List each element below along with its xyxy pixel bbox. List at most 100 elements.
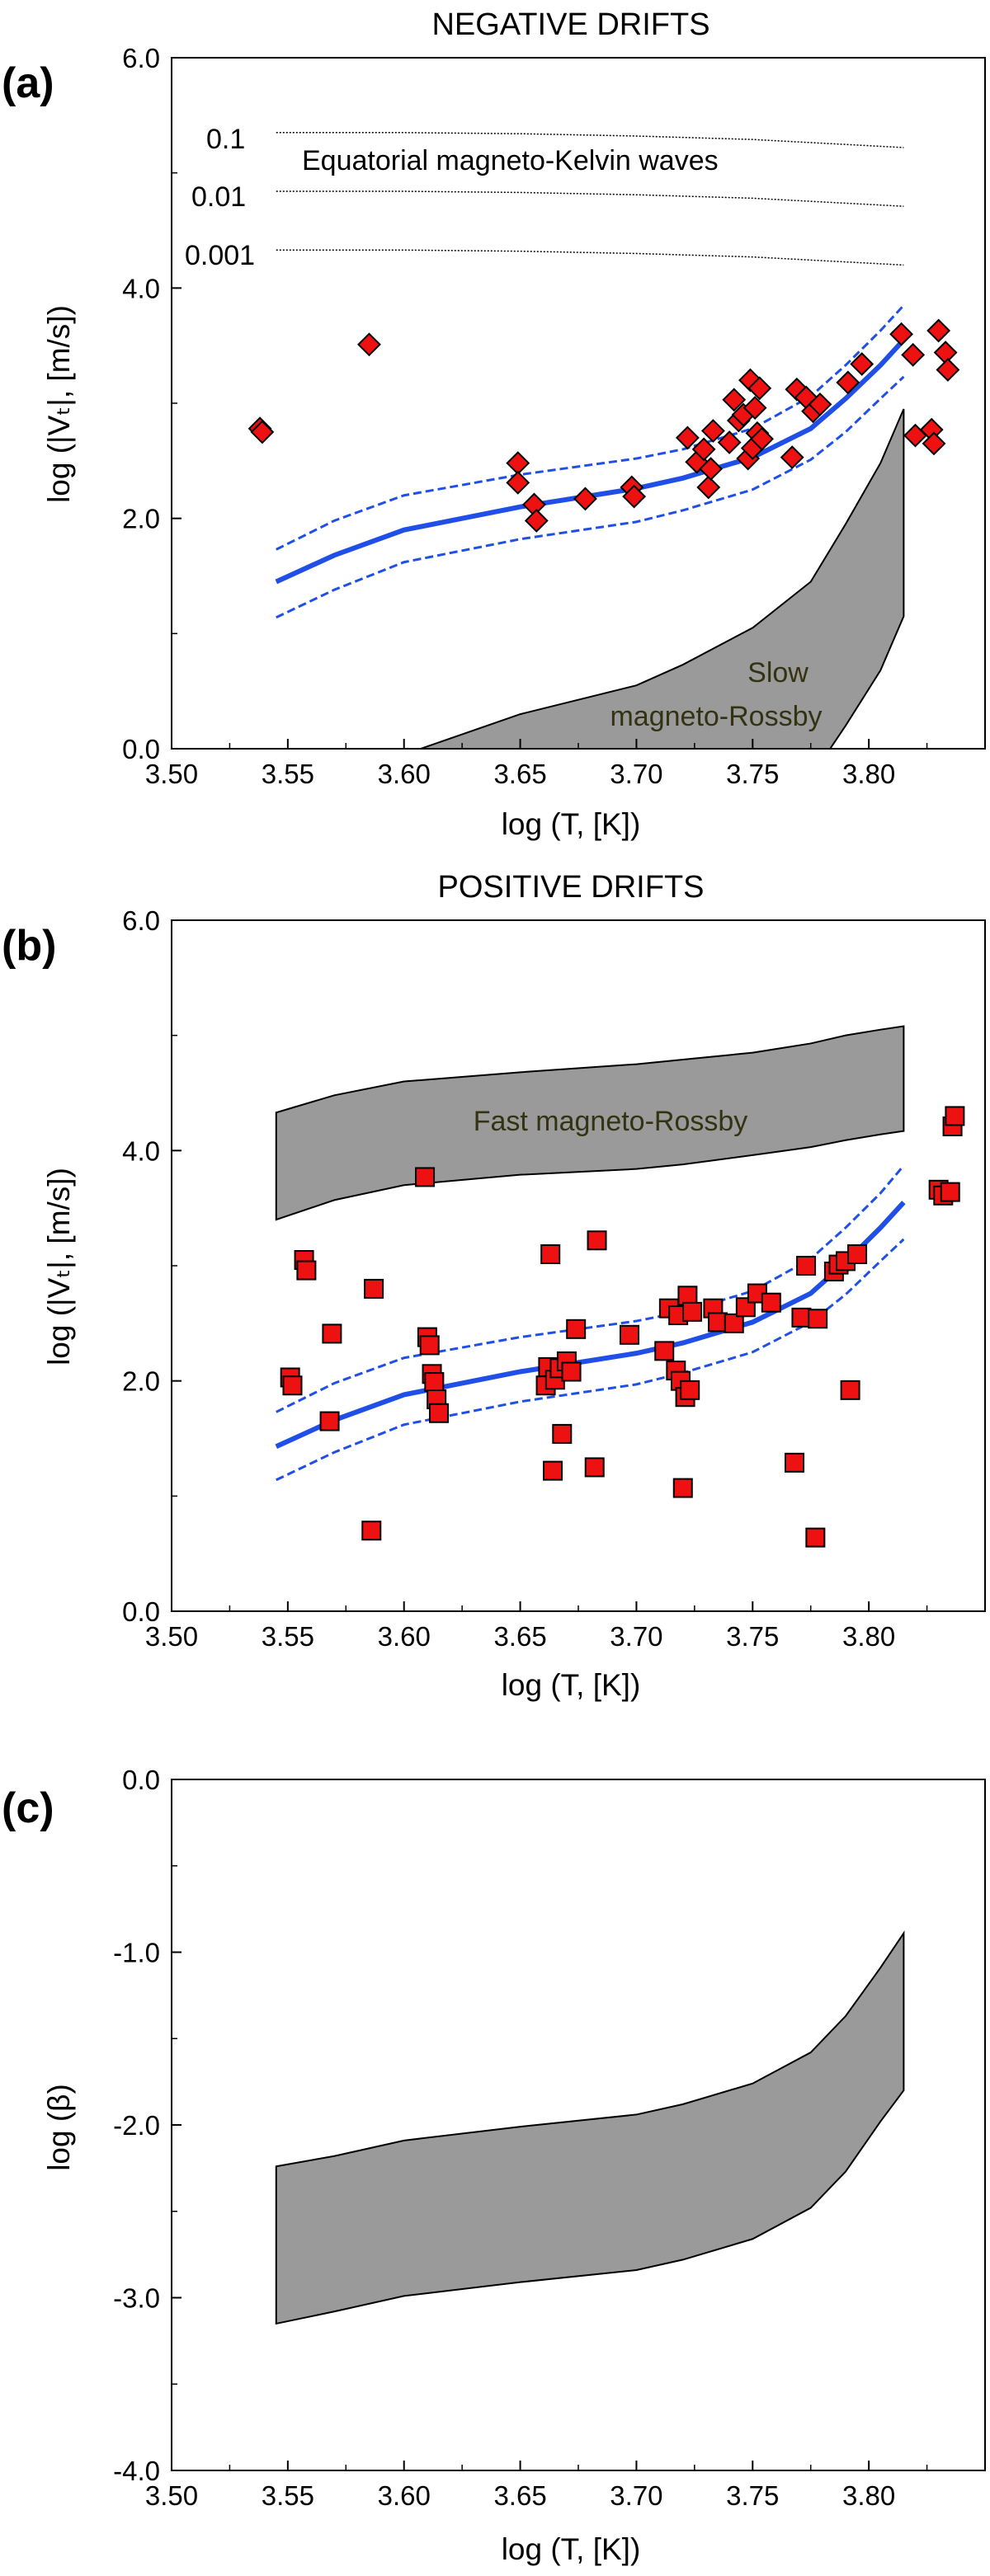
point-b-21 <box>552 1423 573 1444</box>
point-b-28 <box>654 1341 675 1361</box>
point-a-4 <box>506 470 530 495</box>
point-a-27 <box>780 445 804 470</box>
ytick-label-c-0: -4.0 <box>113 2456 160 2486</box>
point-b-39 <box>708 1312 728 1333</box>
point-b-52 <box>840 1380 860 1400</box>
point-a-33 <box>850 352 874 376</box>
panel-a-ylabel: log (|Vₜ|, [m/s]) <box>42 305 76 503</box>
line-a-fit-upper <box>276 304 905 551</box>
xtick-label-a-4: 3.70 <box>610 759 662 789</box>
kelvin-label-0.01: 0.01 <box>191 181 246 213</box>
xtick-label-b-1: 3.55 <box>262 1621 314 1652</box>
kelvin-label-0.001: 0.001 <box>185 240 255 271</box>
line-a-fit-lower <box>276 375 905 619</box>
panel-b-title: POSITIVE DRIFTS <box>437 870 704 905</box>
point-b-23 <box>561 1361 582 1382</box>
point-a-10 <box>675 425 700 450</box>
xtick-label-c-6: 3.80 <box>842 2480 895 2511</box>
xtick-label-c-2: 3.60 <box>378 2480 431 2511</box>
line-a-0.01 <box>276 190 904 207</box>
xtick-label-c-5: 3.75 <box>726 2480 779 2511</box>
ytick-label-b-0: 0.0 <box>122 1596 160 1627</box>
xtick-label-a-2: 3.60 <box>378 759 431 789</box>
line-a-fit <box>275 338 906 585</box>
point-a-39 <box>926 318 951 343</box>
point-b-53 <box>847 1244 868 1265</box>
point-b-40 <box>724 1313 744 1333</box>
panel-b-frame <box>171 919 986 1612</box>
point-b-14 <box>428 1403 449 1423</box>
point-b-12 <box>424 1372 445 1393</box>
panel-a-xlabel: log (T, [K]) <box>502 807 641 841</box>
ytick-label-c-3: -1.0 <box>113 1938 160 1968</box>
ytick-label-c-2: -2.0 <box>113 2110 160 2141</box>
point-b-58 <box>945 1106 965 1126</box>
point-a-32 <box>836 370 860 395</box>
band-a-0 <box>417 408 905 749</box>
point-b-36 <box>680 1380 700 1400</box>
kelvin-label-0.1: 0.1 <box>206 124 245 155</box>
point-a-9 <box>622 484 647 509</box>
point-b-44 <box>784 1452 804 1473</box>
panel-c-ticks: 3.50 3.55 3.60 3.65 3.70 3.75 3.80 -4.0 -3.0 -2.0… <box>113 1765 928 2511</box>
point-a-40 <box>933 341 958 364</box>
xtick-label-a-6: 3.80 <box>842 759 895 789</box>
ytick-label-a-1: 2.0 <box>122 504 160 534</box>
point-a-17 <box>722 388 747 412</box>
point-a-26 <box>750 426 774 451</box>
band-c-0 <box>275 1930 905 2325</box>
xtick-label-a-5: 3.75 <box>726 759 779 789</box>
panel-c-xlabel: log (T, [K]) <box>502 2532 641 2566</box>
point-b-26 <box>587 1230 607 1251</box>
line-a-0.001 <box>276 249 904 266</box>
point-a-25 <box>747 376 772 401</box>
panel-c-bands <box>275 1930 905 2325</box>
panel-b-xlabel: log (T, [K]) <box>502 1668 641 1702</box>
point-a-2 <box>357 332 381 357</box>
point-a-14 <box>699 457 723 482</box>
ytick-label-a-0: 0.0 <box>122 734 160 764</box>
point-b-25 <box>584 1457 605 1478</box>
ytick-label-b-3: 6.0 <box>122 905 160 936</box>
point-a-35 <box>901 342 926 367</box>
fast-rossby-label: Fast magneto-Rossby <box>474 1106 748 1137</box>
panel-c-ylabel: log (β) <box>42 2084 76 2171</box>
point-b-27 <box>619 1324 639 1345</box>
xtick-label-a-3: 3.65 <box>493 759 546 789</box>
point-a-12 <box>691 437 716 462</box>
point-a-31 <box>808 392 832 416</box>
point-b-4 <box>319 1411 340 1431</box>
panel-a-bands <box>417 408 905 749</box>
point-b-56 <box>940 1182 960 1202</box>
point-a-34 <box>889 322 913 346</box>
point-a-38 <box>922 431 946 456</box>
panel-c-label: (c) <box>2 1784 54 1832</box>
panel-a-lines <box>275 132 906 619</box>
panel-b-ticks: 3.50 3.55 3.60 3.65 3.70 3.75 3.80 0.0 2.0 4.0 6.0 <box>122 905 928 1652</box>
ytick-label-b-2: 4.0 <box>122 1135 160 1166</box>
xtick-label-c-0: 3.50 <box>145 2480 198 2511</box>
point-b-48 <box>808 1309 828 1329</box>
point-a-41 <box>936 358 960 382</box>
point-a-23 <box>742 396 767 421</box>
panel-b: POSITIVE DRIFTS (b) 3.50 3.55 3.60 3.65 3.70… <box>2 870 986 1702</box>
point-b-24 <box>566 1319 587 1339</box>
xtick-label-b-2: 3.60 <box>378 1621 431 1652</box>
panel-a-label: (a) <box>2 59 54 107</box>
point-b-37 <box>682 1301 703 1322</box>
point-a-15 <box>700 419 725 443</box>
point-a-13 <box>696 475 721 500</box>
xtick-label-c-4: 3.70 <box>610 2480 662 2511</box>
point-b-43 <box>761 1292 781 1313</box>
point-b-1 <box>282 1375 303 1396</box>
slow-rossby-label-2: magneto-Rossby <box>610 701 822 732</box>
panel-b-ylabel: log (|Vₜ|, [m/s]) <box>42 1168 76 1366</box>
point-b-46 <box>796 1256 817 1276</box>
xtick-label-b-3: 3.65 <box>493 1621 546 1652</box>
point-a-6 <box>524 509 549 533</box>
panel-a-ticks: 3.50 3.55 3.60 3.65 3.70 3.75 3.80 0.0 2.0 4.0 6.0 <box>122 43 928 789</box>
point-b-47 <box>805 1527 826 1548</box>
point-b-8 <box>415 1167 436 1187</box>
xtick-label-c-1: 3.55 <box>262 2480 314 2511</box>
